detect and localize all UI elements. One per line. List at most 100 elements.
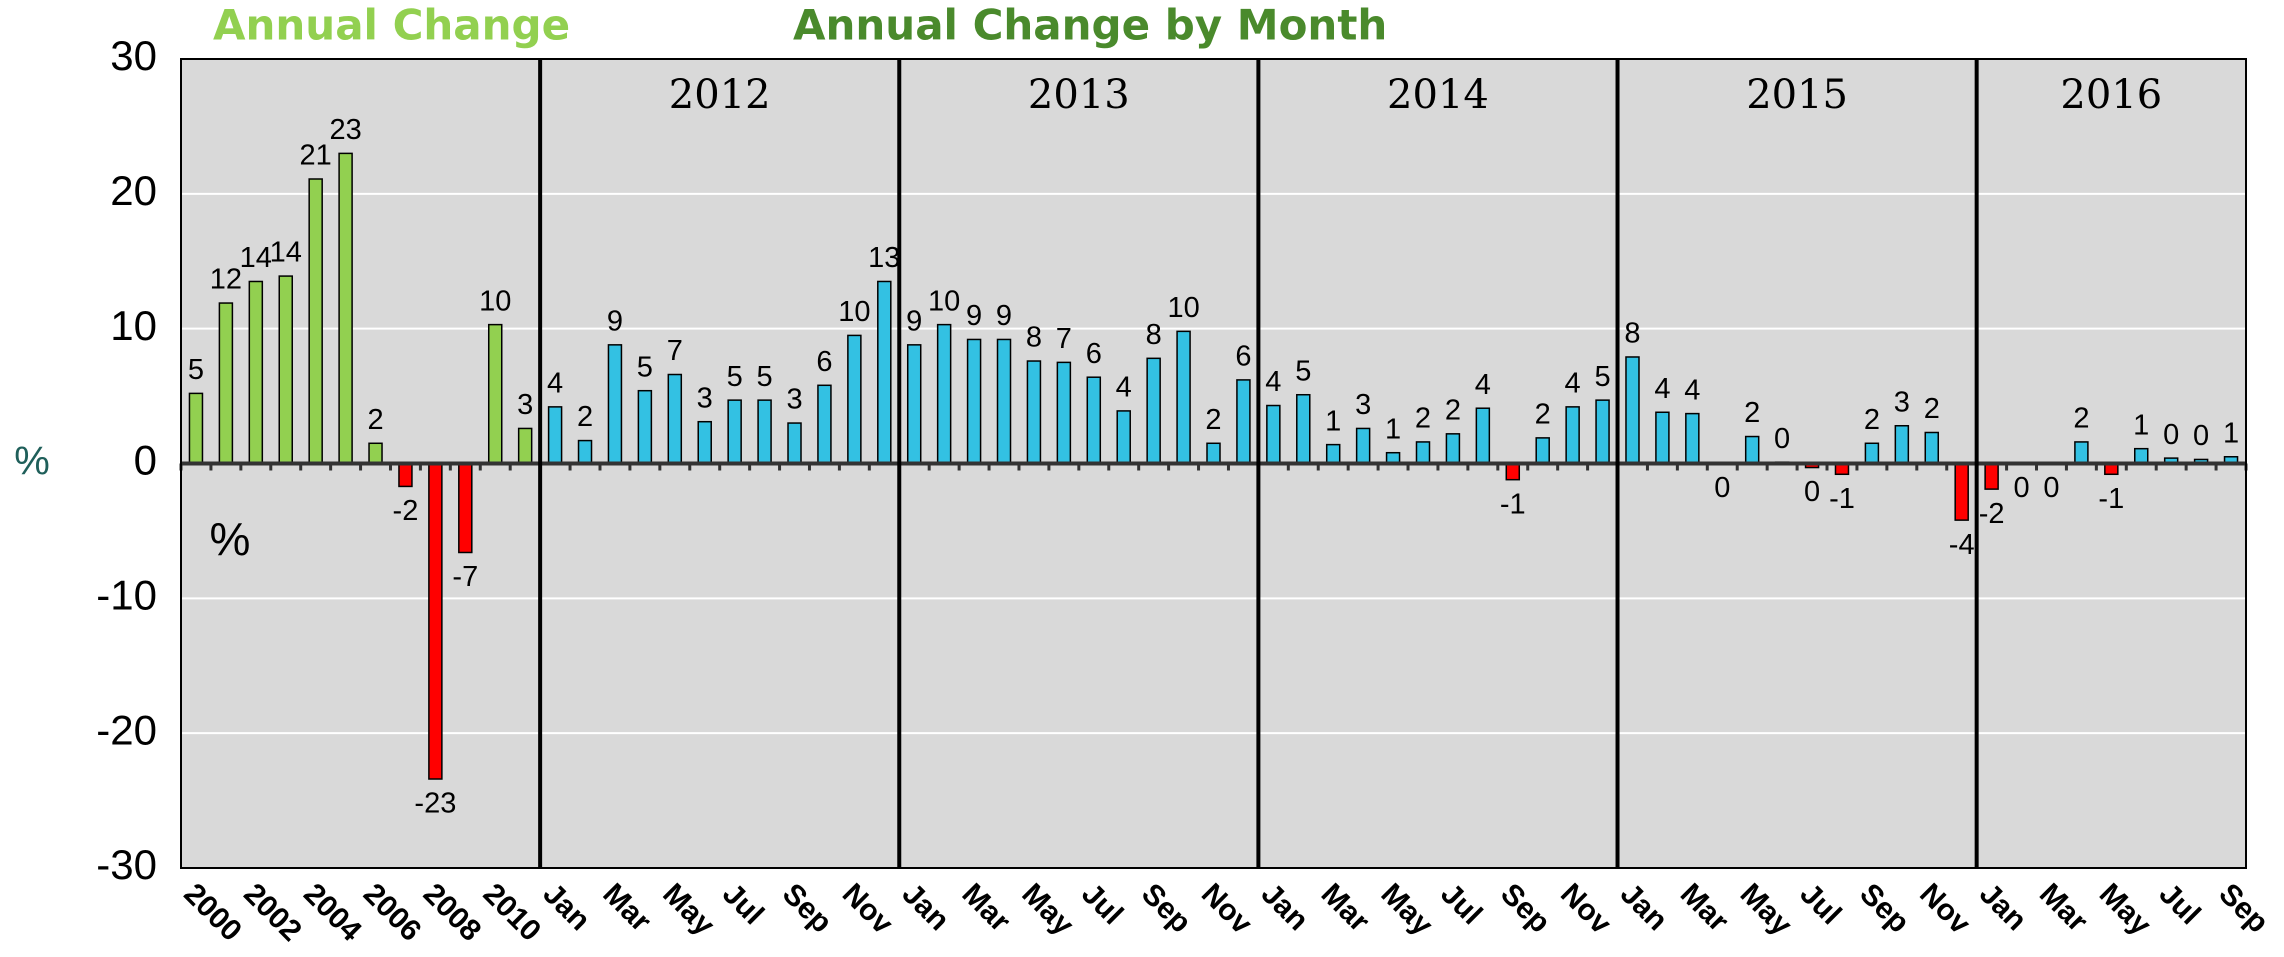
bar — [1146, 357, 1161, 465]
data-label: 10 — [1167, 292, 1199, 324]
x-tick-label: Nov — [1913, 877, 1977, 941]
bar — [188, 392, 204, 465]
bar — [817, 384, 832, 465]
year-label: 2015 — [1746, 72, 1848, 118]
data-label: 5 — [727, 361, 743, 393]
x-tick-label: Sep — [1135, 877, 1197, 939]
bar — [1655, 411, 1670, 465]
x-tick-label: Nov — [1554, 877, 1618, 941]
bar — [547, 406, 563, 465]
bar — [308, 178, 323, 465]
bar — [577, 439, 593, 465]
data-label: -1 — [2098, 483, 2124, 515]
bar — [877, 280, 892, 465]
x-tick-label: May — [656, 877, 721, 942]
data-label: 23 — [329, 114, 361, 146]
bar — [278, 275, 293, 465]
y-axis-label: % — [14, 440, 50, 484]
data-label: 5 — [1295, 355, 1311, 387]
bar — [218, 302, 234, 465]
bar — [1565, 406, 1580, 465]
bar — [1984, 462, 1999, 490]
bar — [787, 422, 802, 465]
x-tick-label: Sep — [2212, 877, 2274, 939]
x-tick-label: Mar — [1315, 877, 1376, 938]
bar — [2074, 441, 2089, 465]
data-label: 1 — [1385, 413, 1401, 445]
x-tick-label: Mar — [596, 877, 657, 938]
data-label: 8 — [1146, 319, 1162, 351]
bar — [1744, 435, 1760, 465]
x-tick-label: Nov — [836, 877, 900, 941]
x-tick-label: May — [1015, 877, 1080, 942]
data-label: -4 — [1949, 529, 1975, 561]
data-label: 3 — [517, 389, 533, 421]
bar — [1176, 330, 1191, 465]
data-label: 9 — [966, 300, 982, 332]
bar — [2134, 447, 2149, 465]
x-tick-label: Jan — [1973, 877, 2033, 937]
bar — [428, 462, 443, 780]
bar — [1355, 427, 1371, 465]
data-label: 10 — [479, 285, 511, 317]
x-tick-label: Mar — [1674, 877, 1735, 938]
x-tick-label: 2006 — [357, 877, 428, 948]
bar — [1056, 361, 1072, 465]
x-tick-label: Jul — [1793, 877, 1847, 931]
data-label: -2 — [1979, 498, 2005, 530]
x-tick-label: May — [1375, 877, 1440, 942]
y-tick-label: 20 — [110, 167, 157, 214]
year-label: 2013 — [1028, 72, 1130, 118]
y-tick-label: 0 — [134, 437, 157, 484]
data-label: 4 — [547, 368, 563, 400]
year-label: 2014 — [1387, 72, 1489, 118]
x-tick-label: Jan — [1255, 877, 1315, 937]
y-tick-label: -20 — [96, 706, 157, 753]
x-tick-label: May — [1734, 877, 1799, 942]
data-label: 2 — [1445, 394, 1461, 426]
data-label: 14 — [270, 237, 302, 269]
data-label: 9 — [607, 306, 623, 338]
x-tick-label: Jul — [1075, 877, 1129, 931]
bar — [487, 323, 503, 465]
bar — [248, 280, 264, 465]
annotation: % — [210, 513, 251, 565]
bar — [1206, 442, 1221, 465]
bar — [936, 323, 952, 465]
bar — [1595, 399, 1610, 465]
data-label: 2 — [2073, 403, 2089, 435]
data-label: 2 — [1205, 404, 1221, 436]
x-tick-label: 2004 — [297, 877, 368, 948]
data-label: 1 — [1325, 405, 1341, 437]
data-label: 2 — [577, 401, 593, 433]
data-label: 2 — [1535, 399, 1551, 431]
y-tick-label: 10 — [110, 302, 157, 349]
data-label: 5 — [188, 354, 204, 386]
data-label: 14 — [240, 242, 272, 274]
bar — [757, 399, 772, 465]
data-label: 1 — [2223, 417, 2239, 449]
data-label: 10 — [928, 285, 960, 317]
bar — [1236, 379, 1251, 465]
bar — [727, 399, 742, 465]
data-label: 8 — [1026, 322, 1042, 354]
x-tick-label: Jul — [2153, 877, 2207, 931]
x-tick-label: May — [2093, 877, 2158, 942]
bar — [1475, 407, 1491, 465]
data-label: 2 — [367, 404, 383, 436]
year-label: 2012 — [669, 72, 771, 118]
x-tick-label: Jul — [716, 877, 770, 931]
x-tick-label: Mar — [2033, 877, 2094, 938]
data-label: 5 — [757, 361, 773, 393]
data-label: 4 — [1265, 366, 1281, 398]
data-label: 2 — [1924, 393, 1940, 425]
data-label: 3 — [786, 384, 802, 416]
plot-border — [180, 58, 2247, 869]
data-label: -2 — [393, 495, 419, 527]
y-tick-label: -30 — [96, 841, 157, 888]
bar — [1535, 437, 1550, 465]
data-label: 21 — [300, 140, 332, 172]
data-label: 3 — [1355, 389, 1371, 421]
x-tick-label: Sep — [776, 877, 838, 939]
x-tick-label: Nov — [1195, 877, 1259, 941]
